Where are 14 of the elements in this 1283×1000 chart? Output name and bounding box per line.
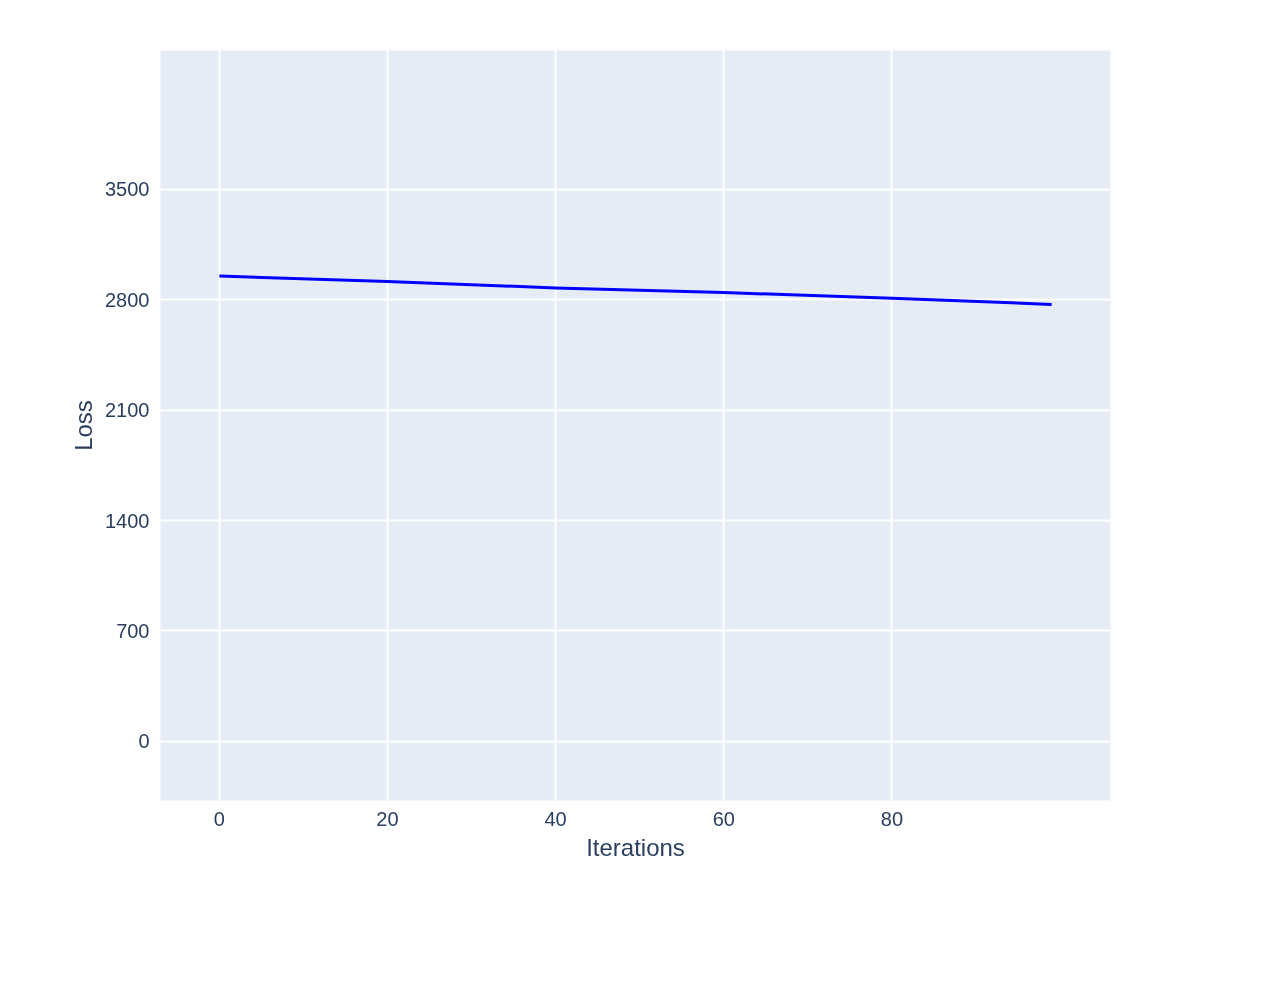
x-axis-title: Iterations <box>586 833 685 861</box>
y-axis-title: Loss <box>70 400 98 451</box>
y-tick-label: 0 <box>138 730 150 753</box>
y-tick-label: 2100 <box>105 399 150 422</box>
y-tick-label: 700 <box>116 619 150 642</box>
x-tick-label: 80 <box>880 807 904 830</box>
x-tick-label: 60 <box>712 807 735 830</box>
y-tick-label: 3500 <box>105 178 150 201</box>
y-tick-label: 2800 <box>105 288 150 311</box>
x-tick-label: 0 <box>213 807 225 830</box>
y-tick-label: 1400 <box>105 509 150 532</box>
line-series <box>217 274 1054 306</box>
x-tick-label: 20 <box>376 807 399 830</box>
x-tick-label: 40 <box>544 807 567 830</box>
